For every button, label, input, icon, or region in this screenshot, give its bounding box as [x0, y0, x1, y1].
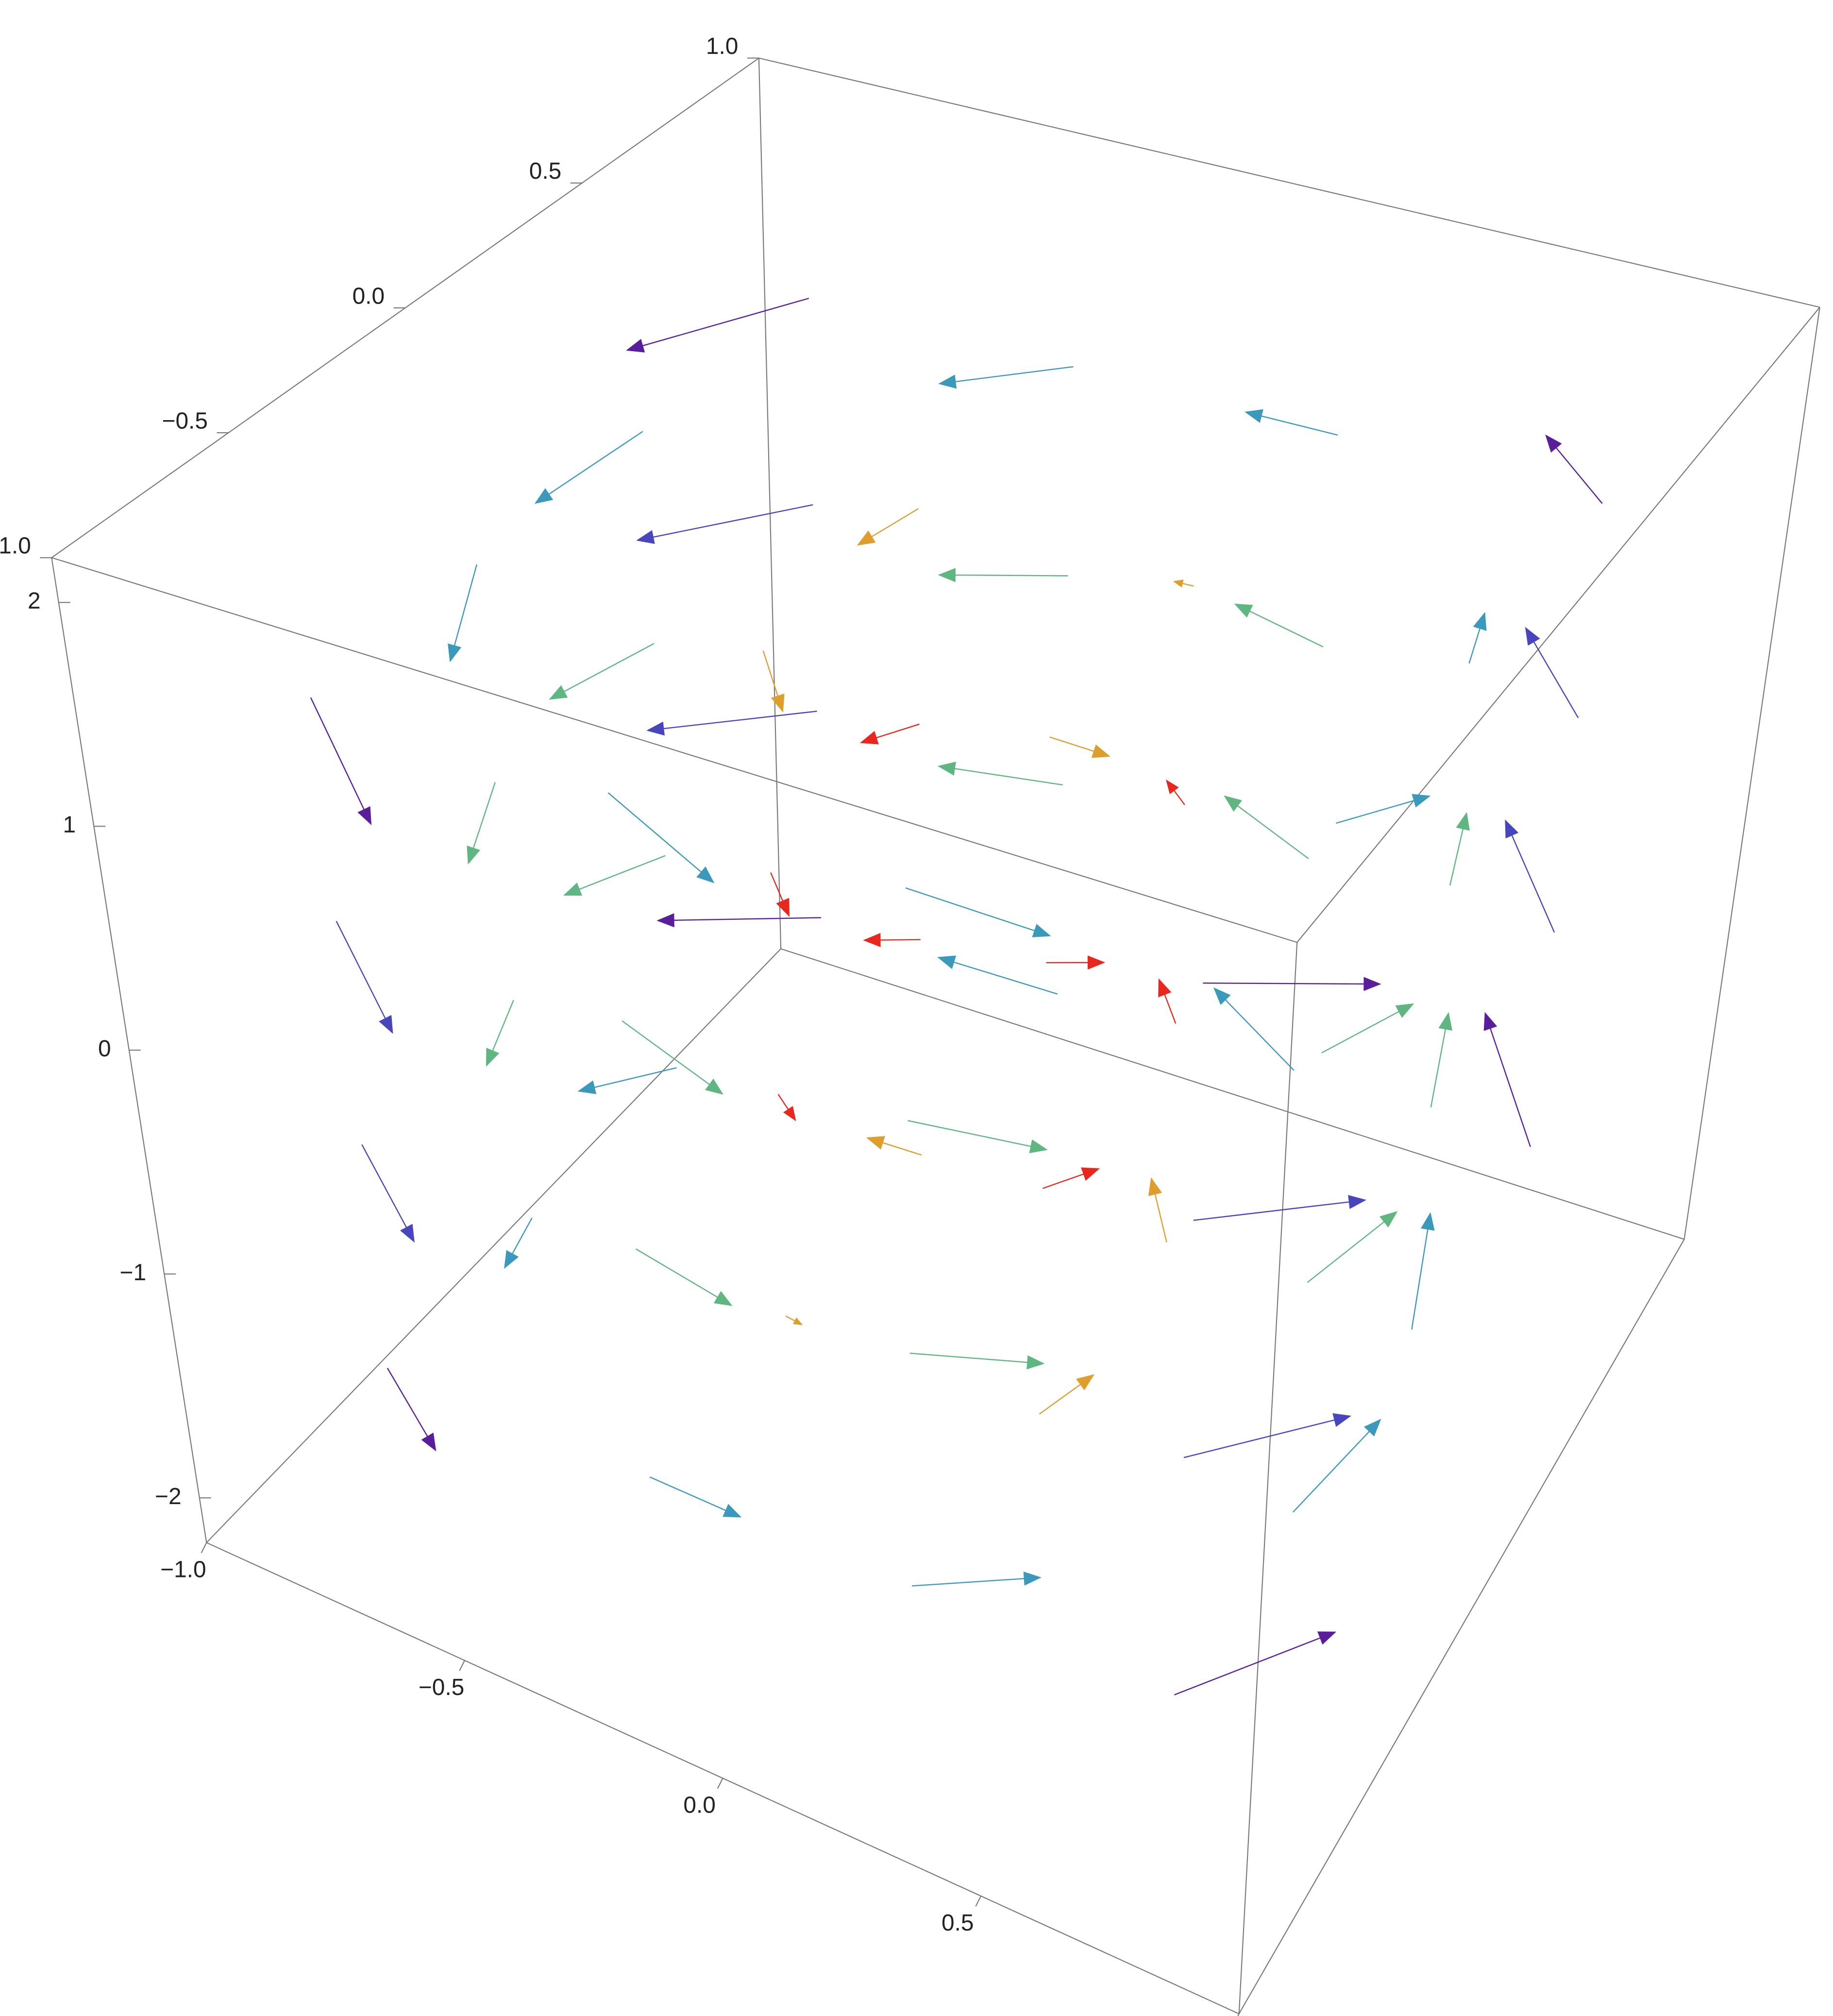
arrow: [1203, 977, 1381, 991]
arrow: [1234, 603, 1324, 648]
arrow: [549, 643, 655, 700]
arrow: [1148, 1177, 1167, 1243]
x-tick: [201, 1542, 207, 1554]
z-tick-label: 0: [98, 1036, 111, 1062]
arrow: [534, 431, 643, 504]
y-tick-label: 0.0: [353, 283, 385, 309]
z-tick-label: 2: [28, 588, 41, 614]
arrow: [504, 1218, 533, 1269]
x-tick-label: 0.5: [942, 1910, 974, 1936]
x-tick: [459, 1660, 465, 1671]
arrow: [1173, 579, 1194, 588]
arrow: [912, 1571, 1042, 1587]
arrow: [1213, 987, 1295, 1071]
arrow: [563, 855, 666, 896]
arrow: [866, 1136, 922, 1156]
arrow: [361, 1144, 415, 1243]
arrow: [1336, 794, 1431, 824]
arrow: [908, 1120, 1048, 1153]
arrow: [785, 1315, 803, 1325]
arrow: [1468, 611, 1487, 664]
arrow: [1174, 1631, 1337, 1695]
arrow: [770, 872, 790, 917]
z-tick-label: −1: [120, 1260, 147, 1286]
arrow: [938, 568, 1068, 582]
arrow: [387, 1368, 437, 1452]
box-edge: [51, 57, 759, 559]
x-tick-label: 0.0: [683, 1793, 716, 1818]
arrow: [656, 913, 822, 928]
arrow: [1449, 812, 1470, 886]
arrow: [577, 1067, 677, 1094]
x-tick-label: −1.0: [160, 1557, 206, 1582]
arrow: [336, 921, 393, 1034]
plot-area: −1.0−0.50.00.51.0−1.0−0.50.00.51.0−2−101…: [0, 34, 1820, 2016]
arrow: [1525, 627, 1579, 718]
arrow: [1411, 1212, 1435, 1330]
arrow: [859, 723, 920, 745]
arrow: [1043, 1167, 1100, 1189]
arrow: [310, 697, 372, 826]
box-edge: [206, 948, 781, 1543]
arrow: [937, 762, 1063, 786]
arrow: [777, 1094, 796, 1121]
z-tick-label: 1: [63, 812, 76, 838]
arrow: [636, 504, 813, 544]
y-tick-label: 1.0: [706, 34, 739, 59]
arrow: [607, 792, 715, 883]
arrow: [626, 298, 809, 353]
arrow: [635, 1248, 733, 1306]
arrow: [1165, 779, 1185, 805]
arrow: [1307, 1211, 1398, 1283]
box-edge: [780, 948, 1685, 1240]
box-edge: [51, 557, 1297, 943]
arrow: [467, 782, 496, 865]
arrow: [448, 564, 478, 662]
arrow: [1321, 1003, 1414, 1053]
box-edge: [1683, 307, 1820, 1239]
arrow: [646, 711, 817, 736]
arrow: [486, 1000, 514, 1067]
arrow: [762, 650, 785, 713]
arrow: [622, 1020, 723, 1095]
arrow: [1046, 955, 1106, 970]
arrow: [1293, 1419, 1381, 1513]
arrow: [905, 887, 1051, 937]
arrow: [1158, 978, 1177, 1024]
x-tick-label: −0.5: [419, 1675, 464, 1700]
box-edge: [758, 58, 782, 949]
arrow: [1483, 1012, 1531, 1147]
arrow: [1224, 795, 1309, 859]
y-tick-label: −1.0: [0, 533, 31, 559]
arrow: [1430, 1012, 1453, 1108]
arrow: [938, 366, 1074, 389]
box-edge: [1296, 306, 1820, 943]
x-tick: [717, 1778, 723, 1789]
arrow: [1545, 434, 1603, 504]
box-edge: [1238, 1239, 1685, 2015]
x-tick: [975, 1896, 982, 1907]
arrow: [909, 1353, 1045, 1370]
z-tick-label: −2: [155, 1484, 182, 1509]
arrow: [863, 933, 921, 948]
arrow: [649, 1476, 742, 1518]
arrow: [937, 955, 1058, 995]
arrow: [1183, 1413, 1352, 1458]
y-tick-label: −0.5: [162, 408, 208, 434]
arrow: [1505, 819, 1555, 933]
arrow: [1193, 1195, 1366, 1221]
x-tick: [1237, 2014, 1240, 2016]
box-edge: [758, 57, 1820, 308]
arrow: [1244, 409, 1338, 436]
arrow: [1039, 1374, 1095, 1415]
arrow: [1049, 736, 1110, 758]
y-tick-label: 0.5: [529, 158, 562, 184]
arrow: [857, 508, 919, 546]
box-edge: [1238, 942, 1298, 2014]
box-edge: [51, 558, 207, 1543]
